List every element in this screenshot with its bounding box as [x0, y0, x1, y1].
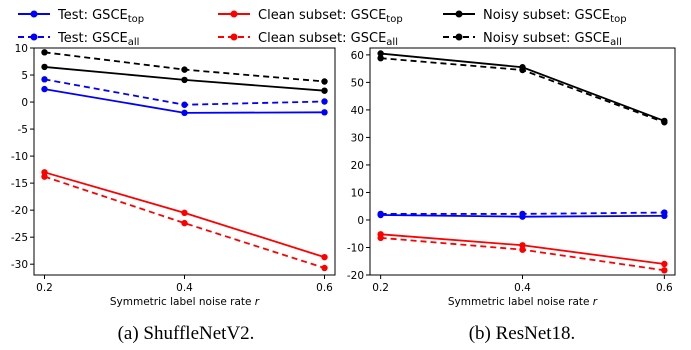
legend-label: Test: GSCEall: [57, 31, 139, 48]
legend-label: Test: GSCEtop: [57, 8, 144, 25]
data-point: [321, 78, 328, 85]
data-point: [41, 173, 48, 180]
y-tick-label: 0: [357, 215, 364, 227]
data-point: [181, 101, 188, 108]
data-point: [377, 234, 384, 242]
data-point: [661, 260, 668, 268]
series-test-gsce-top: [41, 85, 328, 117]
data-point: [41, 85, 48, 93]
data-point: [519, 66, 526, 74]
series-line: [44, 88, 325, 114]
data-point: [41, 63, 48, 71]
data-point: [181, 109, 188, 117]
data-point: [661, 267, 668, 274]
panel-caption: (a) ShuffleNetV2.: [118, 323, 255, 344]
y-tick-label: 30: [351, 132, 364, 144]
y-tick-label: 10: [351, 187, 364, 199]
y-tick-label: -15: [11, 178, 28, 190]
data-point: [321, 98, 328, 105]
y-tick-label: 5: [21, 70, 28, 82]
data-point: [181, 219, 188, 227]
series-line: [44, 78, 325, 106]
legend-entry-test-gsce-top: Test: GSCEtop: [18, 8, 144, 25]
data-point: [321, 87, 328, 94]
x-tick-label: 0.2: [372, 282, 389, 294]
legend-label: Noisy subset: GSCEtop: [483, 8, 627, 25]
series-clean-subset-gsce-all: [41, 173, 328, 272]
series-clean-subset-gsce-all: [377, 234, 668, 274]
legend-label: Clean subset: GSCEall: [258, 31, 398, 48]
x-axis-label: Symmetric label noise rate r: [110, 296, 260, 308]
y-tick-label: 10: [15, 43, 28, 55]
legend-marker: [30, 33, 38, 41]
legend-entry-noisy-subset-gsce-top: Noisy subset: GSCEtop: [443, 8, 627, 25]
series-line: [380, 52, 665, 122]
y-tick-label: 0: [21, 97, 28, 109]
data-point: [519, 242, 526, 249]
y-tick-label: -10: [11, 151, 28, 163]
series-line: [44, 175, 325, 269]
x-tick-label: 0.4: [176, 282, 193, 294]
series-noisy-subset-gsce-top: [41, 63, 328, 94]
y-tick-label: -20: [11, 205, 28, 217]
chart-panel-shufflenet: 10 5 0 -5 -10 -15 -20 -25 -30 0.2 0.4 0.6 Symmetric …: [11, 43, 336, 344]
legend-entry-clean-subset-gsce-top: Clean subset: GSCEtop: [218, 8, 403, 25]
y-tick-label: -5: [18, 124, 28, 136]
data-point: [519, 210, 526, 218]
data-point: [321, 264, 328, 272]
legend-marker: [455, 33, 463, 41]
y-tick-label: -10: [347, 242, 364, 254]
y-tick-label: 60: [351, 50, 364, 62]
data-point: [661, 209, 668, 216]
legend-marker: [230, 10, 238, 18]
series-test-gsce-all: [377, 209, 668, 218]
panel-caption: (b) ResNet18.: [469, 323, 576, 344]
legend-entry-test-gsce-all: Test: GSCEall: [18, 31, 139, 48]
data-point: [321, 109, 328, 116]
legend: Test: GSCEtop Clean subset: GSCEtop Noisy …: [18, 8, 627, 48]
data-point: [377, 54, 384, 62]
data-point: [661, 119, 668, 126]
legend-label: Clean subset: GSCEtop: [258, 8, 403, 25]
data-point: [377, 210, 384, 218]
legend-marker: [30, 10, 38, 18]
data-point: [41, 49, 48, 56]
x-tick-label: 0.2: [36, 282, 53, 294]
x-tick-label: 0.4: [514, 282, 531, 294]
legend-label: Noisy subset: GSCEall: [483, 31, 622, 48]
data-point: [377, 50, 384, 57]
y-tick-label: 50: [351, 77, 364, 89]
series-noisy-subset-gsce-all: [41, 49, 328, 85]
data-point: [181, 209, 188, 217]
legend-marker: [230, 33, 238, 41]
legend-marker: [455, 10, 463, 18]
data-point: [321, 253, 328, 261]
x-tick-label: 0.6: [656, 282, 673, 294]
series-test-gsce-all: [41, 76, 328, 108]
series-noisy-subset-gsce-all: [377, 54, 668, 126]
y-tick-label: -30: [11, 259, 28, 271]
y-tick-label: 20: [351, 160, 364, 172]
y-tick-label: -20: [347, 270, 364, 282]
series-clean-subset-gsce-top: [41, 169, 328, 261]
data-point: [181, 66, 188, 73]
x-tick-label: 0.6: [316, 282, 333, 294]
y-tick-label: -25: [11, 232, 28, 244]
data-point: [41, 76, 48, 83]
legend-entry-clean-subset-gsce-all: Clean subset: GSCEall: [218, 31, 398, 48]
legend-entry-noisy-subset-gsce-all: Noisy subset: GSCEall: [443, 31, 622, 48]
data-point: [519, 246, 526, 253]
data-point: [181, 76, 188, 84]
y-tick-label: 40: [351, 105, 364, 117]
x-axis-label: Symmetric label noise rate r: [448, 296, 598, 308]
chart-panel-resnet: 60 50 40 30 20 10 0 -10 -20 0.2 0.4 0.6 Symmetric la…: [347, 47, 676, 344]
